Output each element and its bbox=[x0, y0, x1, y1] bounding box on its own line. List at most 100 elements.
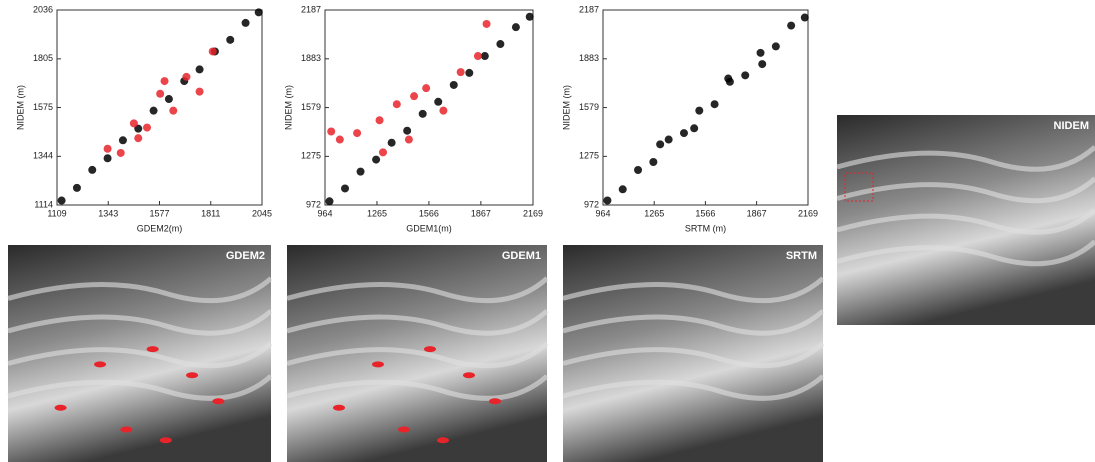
data-point bbox=[156, 89, 165, 98]
y-tick-label: 1579 bbox=[301, 102, 321, 112]
x-tick-label: 964 bbox=[317, 208, 332, 218]
ridge bbox=[286, 276, 549, 304]
y-tick-label: 1883 bbox=[579, 53, 599, 63]
ridge bbox=[7, 341, 273, 369]
error-patch bbox=[398, 426, 410, 433]
data-point bbox=[387, 138, 396, 147]
ridge bbox=[7, 309, 273, 336]
data-point bbox=[618, 185, 627, 194]
data-point bbox=[439, 106, 448, 115]
data-point bbox=[254, 8, 263, 17]
x-tick-label: 1577 bbox=[149, 208, 169, 218]
data-point bbox=[392, 100, 401, 109]
x-tick-label: 2169 bbox=[798, 208, 818, 218]
ridge bbox=[562, 276, 825, 304]
data-point bbox=[182, 72, 191, 81]
data-point bbox=[800, 13, 809, 22]
data-point bbox=[418, 109, 427, 118]
data-point bbox=[465, 68, 474, 77]
ridge bbox=[562, 309, 825, 336]
data-point bbox=[353, 129, 362, 138]
data-point bbox=[208, 47, 217, 56]
data-point bbox=[134, 124, 143, 133]
x-tick-label: 1109 bbox=[47, 208, 66, 218]
data-point bbox=[226, 35, 235, 44]
data-point bbox=[410, 92, 419, 101]
error-patch bbox=[94, 361, 107, 368]
y-tick-label: 1275 bbox=[579, 151, 599, 161]
data-point bbox=[679, 129, 688, 138]
data-point bbox=[149, 106, 158, 115]
y-tick-label: 972 bbox=[584, 199, 599, 209]
data-point bbox=[525, 12, 534, 21]
data-point bbox=[456, 68, 465, 77]
data-point bbox=[771, 42, 780, 51]
y-tick-label: 2187 bbox=[579, 4, 599, 14]
data-point bbox=[103, 144, 112, 153]
data-point bbox=[649, 157, 658, 166]
data-point bbox=[634, 166, 643, 175]
x-tick-label: 2169 bbox=[523, 208, 543, 218]
data-point bbox=[403, 126, 412, 135]
error-patch bbox=[186, 372, 199, 379]
x-tick-label: 1811 bbox=[201, 208, 220, 218]
error-patch bbox=[424, 346, 436, 353]
ridge bbox=[286, 309, 549, 336]
y-tick-label: 2187 bbox=[301, 4, 321, 14]
x-tick-label: 1566 bbox=[695, 208, 715, 218]
data-point bbox=[496, 40, 505, 49]
x-tick-label: 2045 bbox=[252, 208, 272, 218]
y-tick-label: 972 bbox=[306, 199, 321, 209]
data-point bbox=[372, 155, 381, 164]
data-point bbox=[787, 21, 796, 30]
data-point bbox=[88, 165, 97, 174]
error-patch bbox=[159, 437, 172, 444]
ridge bbox=[836, 145, 1095, 172]
data-point bbox=[72, 183, 81, 192]
ridge bbox=[836, 176, 1095, 204]
y-tick-label: 1579 bbox=[579, 102, 599, 112]
data-point bbox=[482, 19, 491, 28]
x-tick-label: 964 bbox=[595, 208, 610, 218]
data-point bbox=[335, 135, 344, 144]
y-tick-label: 1805 bbox=[33, 53, 53, 63]
x-axis-label: SRTM (m) bbox=[685, 223, 726, 233]
y-tick-label: 1114 bbox=[34, 199, 53, 209]
data-point bbox=[118, 136, 127, 145]
image-label: SRTM bbox=[786, 250, 817, 262]
data-point bbox=[473, 52, 482, 61]
x-tick-label: 1343 bbox=[98, 208, 118, 218]
data-point bbox=[327, 127, 336, 136]
data-point bbox=[758, 60, 767, 69]
data-point bbox=[741, 71, 750, 80]
x-tick-label: 1265 bbox=[644, 208, 664, 218]
error-patch bbox=[489, 398, 501, 405]
ridge bbox=[286, 341, 549, 369]
data-point bbox=[325, 197, 334, 206]
ridge bbox=[562, 374, 825, 401]
y-axis-label: NIDEM (m) bbox=[283, 85, 293, 130]
data-point bbox=[603, 196, 612, 205]
plot-frame bbox=[602, 9, 809, 206]
error-patch bbox=[463, 372, 475, 379]
data-point bbox=[695, 106, 704, 115]
ridge bbox=[286, 374, 549, 401]
data-point bbox=[656, 140, 665, 149]
data-point bbox=[664, 135, 673, 144]
data-point bbox=[422, 84, 431, 93]
error-patch bbox=[120, 426, 133, 433]
data-point bbox=[690, 124, 699, 133]
data-point bbox=[116, 148, 125, 157]
image-label: NIDEM bbox=[1054, 120, 1089, 132]
data-point bbox=[724, 74, 733, 83]
data-point bbox=[129, 119, 138, 128]
data-point bbox=[160, 77, 169, 86]
x-tick-label: 1566 bbox=[419, 208, 439, 218]
data-point bbox=[57, 196, 66, 205]
data-point bbox=[378, 148, 387, 157]
data-point bbox=[103, 154, 112, 163]
data-point bbox=[169, 106, 178, 115]
y-axis-label: NIDEM (m) bbox=[15, 85, 25, 130]
x-tick-label: 1867 bbox=[471, 208, 491, 218]
